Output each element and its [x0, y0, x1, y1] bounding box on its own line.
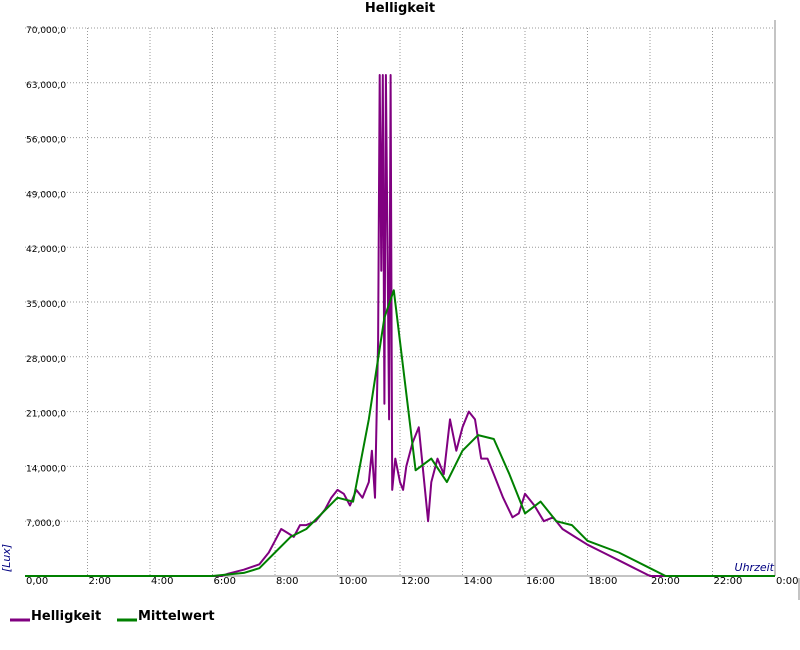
- x-tick-label: 10:00: [339, 576, 368, 587]
- x-tick-label: 22:00: [714, 576, 743, 587]
- y-tick-label: 21,000,0: [26, 410, 66, 420]
- x-tick-label: 2:00: [89, 576, 111, 587]
- x-tick-label: 8:00: [276, 576, 298, 587]
- y-tick-label: 28,000,0: [26, 355, 66, 365]
- x-tick-label: 0:00: [776, 576, 798, 587]
- y-axis-label: [Lux]: [0, 544, 13, 572]
- y-tick-label: 35,000,0: [26, 300, 66, 310]
- x-tick-label: 20:00: [651, 576, 680, 587]
- x-tick-label: 16:00: [526, 576, 555, 587]
- data-line: [25, 74, 775, 577]
- y-tick-label: 63,000,0: [26, 81, 66, 91]
- y-tick-label: 14,000,0: [26, 464, 66, 474]
- x-tick-label: 0,00: [26, 576, 48, 587]
- chart-title: Helligkeit: [365, 1, 435, 16]
- x-tick-label: 18:00: [589, 576, 618, 587]
- y-tick-label: 42,000,0: [26, 245, 66, 255]
- x-tick-label: 4:00: [151, 576, 173, 587]
- x-tick-label: 12:00: [401, 576, 430, 587]
- y-tick-label: 49,000,0: [26, 190, 66, 200]
- y-tick-label: 70,000,0: [26, 26, 66, 36]
- x-tick-label: 14:00: [464, 576, 493, 587]
- legend-label: Mittelwert: [138, 609, 215, 624]
- legend-label: Helligkeit: [31, 609, 101, 624]
- x-tick-label: 6:00: [214, 576, 236, 587]
- y-tick-label: 56,000,0: [26, 136, 66, 146]
- y-tick-label: 7,000,0: [26, 519, 61, 529]
- data-line: [25, 289, 775, 577]
- x-axis-label: Uhrzeit: [735, 561, 775, 574]
